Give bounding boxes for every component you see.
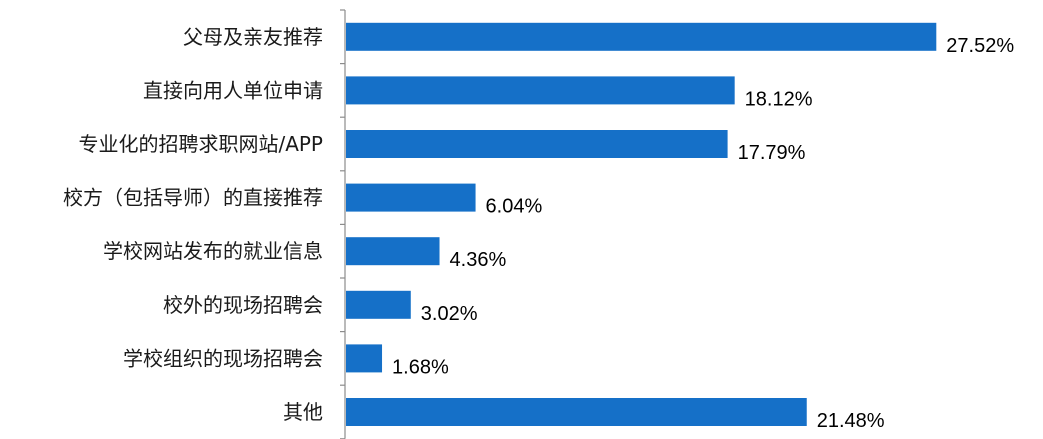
value-label: 18.12%: [745, 88, 813, 110]
bars: [346, 22, 937, 426]
category-label: 校外的现场招聘会: [163, 293, 323, 317]
value-label: 27.52%: [946, 35, 1014, 57]
value-label: 21.48%: [817, 410, 885, 432]
value-label: 6.04%: [486, 196, 543, 218]
y-axis: [340, 9, 346, 439]
category-label: 父母及亲友推荐: [183, 25, 323, 49]
category-label: 学校网站发布的就业信息: [103, 239, 323, 263]
category-label: 学校组织的现场招聘会: [123, 346, 323, 370]
category-label: 专业化的招聘求职网站/APP: [78, 132, 323, 156]
category-label: 直接向用人单位申请: [143, 78, 323, 102]
bar: [346, 398, 807, 426]
bar: [346, 76, 735, 105]
category-label: 其他: [283, 400, 323, 424]
value-label: 3.02%: [421, 303, 478, 325]
bar: [346, 130, 728, 158]
bar: [346, 290, 411, 319]
bar: [346, 22, 937, 51]
bar: [346, 237, 440, 266]
bar: [346, 183, 476, 212]
value-labels: 27.52% 18.12% 17.79% 6.04% 4.36% 3.02% 1.68% 21…: [392, 35, 1014, 432]
value-label: 4.36%: [450, 249, 507, 271]
category-label: 校方（包括导师）的直接推荐: [63, 186, 323, 210]
value-label: 1.68%: [392, 356, 449, 378]
value-label: 17.79%: [738, 142, 806, 164]
bar: [346, 344, 383, 373]
